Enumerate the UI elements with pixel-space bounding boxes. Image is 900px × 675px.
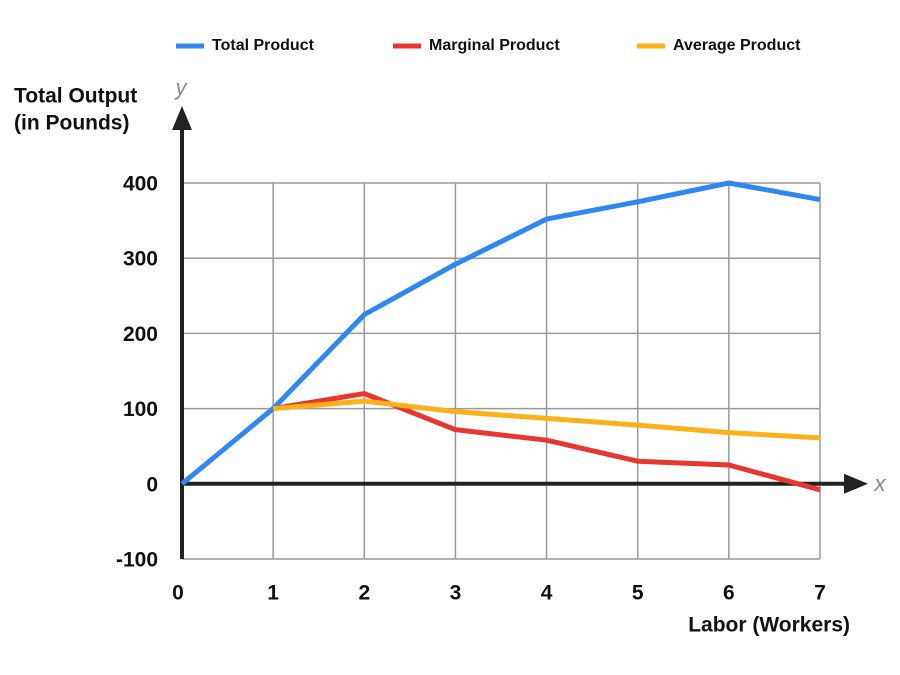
x-tick-label: 4 bbox=[541, 582, 553, 605]
y-tick-label: 300 bbox=[123, 248, 158, 271]
series-line bbox=[180, 180, 821, 486]
y-tick-label: 0 bbox=[146, 473, 158, 496]
y-axis-label: Total Output bbox=[14, 85, 137, 108]
y-axis-symbol: y bbox=[174, 75, 189, 100]
x-tick-label: 1 bbox=[267, 582, 279, 605]
series-line bbox=[272, 398, 821, 441]
y-tick-label: -100 bbox=[116, 549, 158, 572]
y-tick-label: 400 bbox=[123, 173, 158, 196]
legend-label: Marginal Product bbox=[429, 37, 560, 54]
x-tick-label: 2 bbox=[358, 582, 370, 605]
y-tick-label: 100 bbox=[123, 398, 158, 421]
x-tick-label: 0 bbox=[172, 582, 184, 605]
legend-label: Average Product bbox=[673, 37, 801, 54]
x-axis-symbol: x bbox=[874, 471, 887, 496]
series-line bbox=[272, 391, 821, 493]
x-axis-arrow bbox=[844, 473, 868, 494]
y-axis-arrow bbox=[172, 106, 192, 130]
y-axis-label: (in Pounds) bbox=[14, 112, 129, 135]
x-tick-label: 7 bbox=[814, 582, 826, 605]
x-axis-label: Labor (Workers) bbox=[688, 614, 850, 637]
legend-label: Total Product bbox=[212, 37, 315, 54]
x-tick-label: 3 bbox=[450, 582, 462, 605]
x-tick-label: 6 bbox=[723, 582, 735, 605]
y-tick-label: 200 bbox=[123, 323, 158, 346]
x-tick-label: 5 bbox=[632, 582, 644, 605]
